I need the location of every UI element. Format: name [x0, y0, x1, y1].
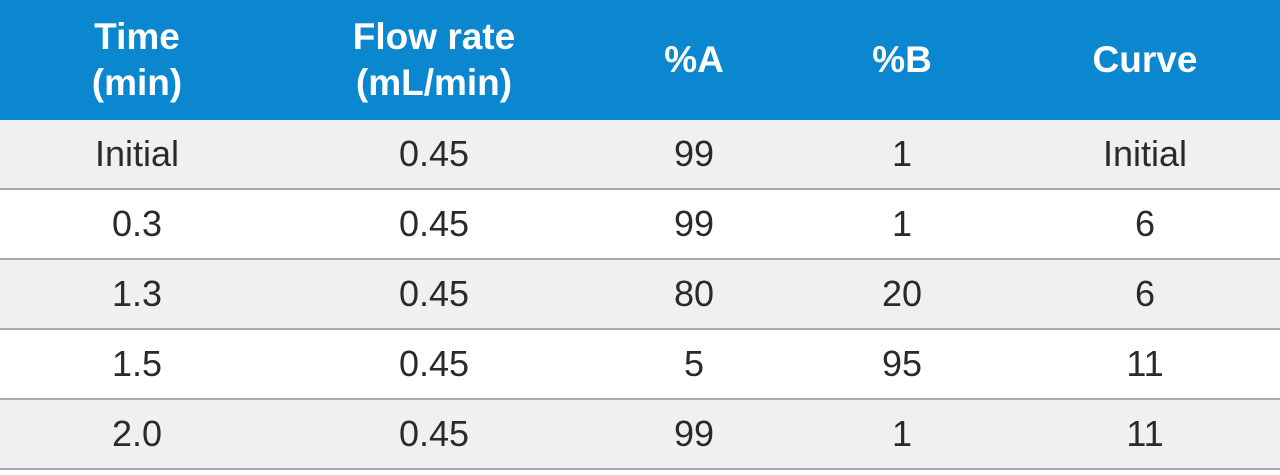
- cell-time: Initial: [94, 133, 180, 174]
- cell-percent-a: 99: [673, 413, 715, 454]
- cell-curve: 11: [1126, 413, 1164, 454]
- cell-percent-b: 1: [891, 203, 913, 244]
- cell-time: 0.3: [111, 203, 163, 244]
- cell-percent-b: 20: [881, 273, 923, 314]
- cell-percent-a: 99: [673, 133, 715, 174]
- table-row: 2.0 0.45 99 1 11: [0, 400, 1280, 470]
- cell-flow-rate: 0.45: [398, 273, 470, 314]
- cell-time: 1.3: [111, 273, 163, 314]
- table-row: 0.3 0.45 99 1 6: [0, 190, 1280, 260]
- table-row: Initial 0.45 99 1 Initial: [0, 120, 1280, 190]
- table-row: 1.5 0.45 5 95 11: [0, 330, 1280, 400]
- cell-time: 1.5: [111, 343, 163, 384]
- cell-time: 2.0: [111, 413, 163, 454]
- cell-curve: 6: [1134, 203, 1156, 244]
- table-header: Time (min) Flow rate (mL/min) %A %B Curv…: [0, 0, 1280, 120]
- cell-flow-rate: 0.45: [398, 133, 470, 174]
- table-row: 1.3 0.45 80 20 6: [0, 260, 1280, 330]
- cell-percent-a: 99: [673, 203, 715, 244]
- header-percent-a: %A: [664, 39, 724, 80]
- cell-percent-b: 1: [891, 133, 913, 174]
- cell-curve: 11: [1126, 343, 1164, 384]
- header-flow-rate: Flow rate (mL/min): [352, 16, 516, 103]
- header-percent-b: %B: [872, 39, 932, 80]
- cell-flow-rate: 0.45: [398, 203, 470, 244]
- cell-flow-rate: 0.45: [398, 413, 470, 454]
- header-time: Time (min): [91, 16, 183, 103]
- cell-percent-a: 80: [673, 273, 715, 314]
- header-curve: Curve: [1092, 39, 1198, 80]
- cell-percent-b: 95: [881, 343, 923, 384]
- cell-flow-rate: 0.45: [398, 343, 470, 384]
- cell-curve: Initial: [1102, 133, 1188, 174]
- cell-percent-b: 1: [891, 413, 913, 454]
- cell-curve: 6: [1134, 273, 1156, 314]
- cell-percent-a: 5: [683, 343, 705, 384]
